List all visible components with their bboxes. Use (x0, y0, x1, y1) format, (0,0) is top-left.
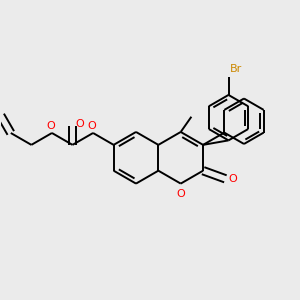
Text: O: O (176, 189, 185, 199)
Text: O: O (76, 119, 84, 129)
Text: Br: Br (230, 64, 242, 74)
Text: O: O (229, 174, 237, 184)
Text: O: O (87, 121, 96, 130)
Text: O: O (46, 121, 56, 130)
